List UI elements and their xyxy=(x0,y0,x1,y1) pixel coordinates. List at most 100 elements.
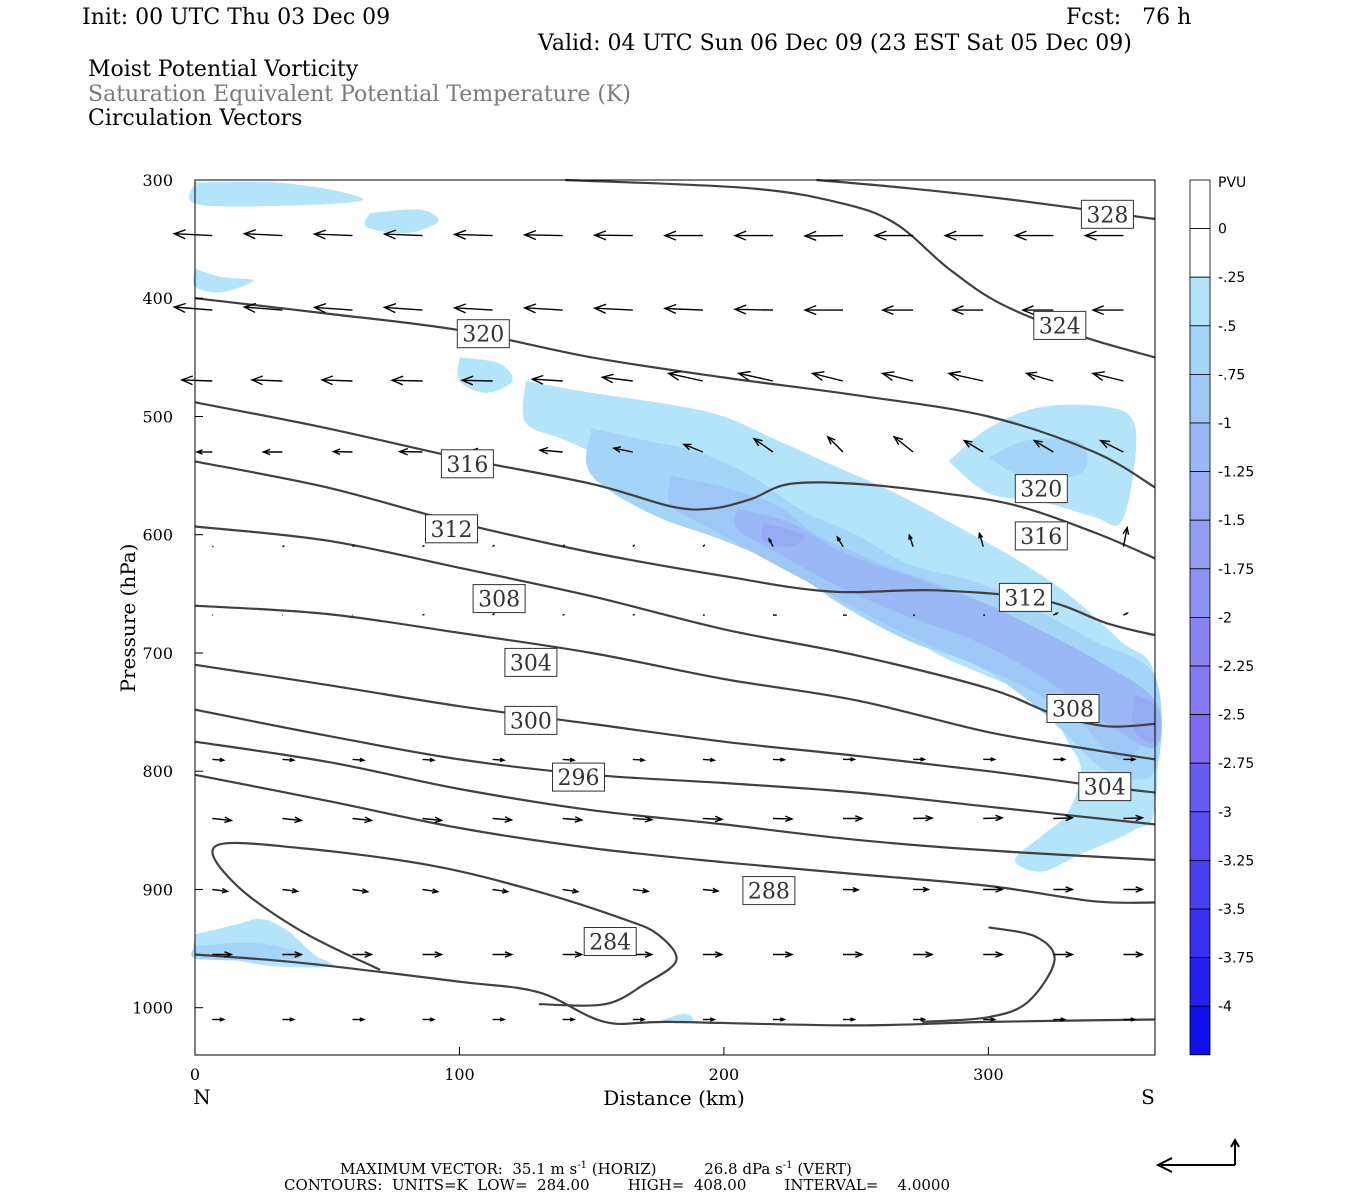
y-tick-label: 1000 xyxy=(132,999,173,1018)
colorbar-swatch xyxy=(1189,762,1211,813)
colorbar-tick-label: -2 xyxy=(1218,610,1232,626)
x-axis-end-south: S xyxy=(1141,1085,1155,1109)
vector-arrowhead xyxy=(995,814,1005,822)
pv-fill-layer xyxy=(189,181,1162,1023)
vector-arrowhead xyxy=(572,888,580,894)
contour-label: 304 xyxy=(1084,776,1126,801)
vector-arrowhead xyxy=(1083,230,1097,241)
vector-arrowhead xyxy=(962,439,973,448)
vector-arrowhead xyxy=(452,303,467,314)
circulation-vector xyxy=(948,372,984,382)
pv-patch xyxy=(364,209,439,234)
vector-arrowhead xyxy=(312,303,327,314)
colorbar-tick-label: -4 xyxy=(1218,999,1232,1015)
vector-arrowhead xyxy=(1055,612,1059,615)
vector-arrowhead xyxy=(289,757,296,763)
circulation-vector xyxy=(212,758,224,761)
vector-arrowhead xyxy=(1065,951,1075,958)
contour-label-box xyxy=(504,647,558,677)
contour-label: 284 xyxy=(589,931,631,956)
y-tick-label: 700 xyxy=(142,644,173,663)
circulation-vector xyxy=(562,613,565,616)
colorbar-swatch xyxy=(1189,471,1211,521)
contour-label: 324 xyxy=(1039,314,1081,339)
circulation-vector xyxy=(422,888,438,893)
circulation-vector xyxy=(562,888,579,893)
contour-label: 300 xyxy=(510,709,552,734)
contour-label-box xyxy=(1014,521,1068,551)
colorbar-swatch xyxy=(1189,373,1211,424)
vector-arrowhead xyxy=(600,373,614,384)
vector-arrowhead xyxy=(359,1017,366,1022)
y-tick-label: 500 xyxy=(142,407,173,426)
vector-arrowhead xyxy=(499,1017,506,1022)
vector-arrowhead xyxy=(361,888,370,894)
vector-arrowhead xyxy=(359,757,366,763)
circulation-vector xyxy=(702,817,722,820)
circulation-vector xyxy=(812,372,844,382)
vector-arrowhead xyxy=(666,370,681,381)
vector-arrowhead xyxy=(364,951,374,958)
colorbar-swatch xyxy=(1189,1005,1211,1056)
colorbar-swatch xyxy=(1189,228,1211,278)
contour-label: 320 xyxy=(462,323,504,348)
circulation-vector xyxy=(908,534,914,547)
colorbar-tick-label: 0 xyxy=(1218,222,1227,238)
circulation-vector xyxy=(524,307,563,311)
colorbar-tick-label: -2.5 xyxy=(1218,708,1245,724)
horiz-tag: (HORIZ) xyxy=(587,1160,657,1178)
vector-arrowhead xyxy=(1065,814,1075,822)
circulation-vector xyxy=(632,613,635,616)
vector-arrowhead xyxy=(639,757,647,763)
vector-arrowhead xyxy=(978,531,984,539)
vector-arrowhead xyxy=(1024,371,1038,381)
contour-label: 320 xyxy=(1020,478,1062,503)
circulation-vector xyxy=(314,233,353,237)
vector-arrowhead xyxy=(752,437,763,447)
circulation-vectors xyxy=(172,229,1145,1022)
circulation-vector xyxy=(963,439,984,453)
colorbar-swatch xyxy=(1189,908,1211,958)
pv-patch xyxy=(734,508,1162,749)
circulation-vector xyxy=(664,307,703,311)
vector-arrowhead xyxy=(736,370,751,381)
circulation-vector xyxy=(1053,817,1073,820)
vector-arrowhead xyxy=(947,370,961,381)
vector-arrowhead xyxy=(784,951,794,958)
circulation-vector xyxy=(532,378,563,382)
vector-arrowhead xyxy=(1135,814,1145,822)
y-tick-label: 300 xyxy=(142,171,173,190)
max-vector-line: MAXIMUM VECTOR: 35.1 m s-1 (HORIZ) 26.8 … xyxy=(340,1158,852,1177)
vector-arrowhead xyxy=(1013,230,1027,241)
vector-arrowhead xyxy=(768,537,773,543)
circulation-vector xyxy=(212,888,228,893)
circulation-vector xyxy=(462,379,493,382)
circulation-vector xyxy=(352,888,368,893)
contour-label: 316 xyxy=(446,453,488,478)
colorbar-swatch xyxy=(1189,617,1211,667)
colorbar-tick-label: -.75 xyxy=(1218,367,1245,383)
vector-arrowhead xyxy=(397,447,409,456)
contour-label: 312 xyxy=(431,518,473,543)
vector-arrowhead xyxy=(644,815,654,823)
vector-arrowhead xyxy=(291,887,300,894)
vector-arrowhead xyxy=(644,951,654,958)
circulation-vector xyxy=(562,817,582,821)
vector-arrowhead xyxy=(261,448,271,456)
vector-arrowhead xyxy=(642,887,650,894)
circulation-vector xyxy=(1122,527,1128,547)
circulation-vector xyxy=(1123,817,1143,820)
circulation-vector xyxy=(702,544,706,548)
vector-arrowhead xyxy=(714,951,724,958)
vector-arrowhead xyxy=(1091,305,1104,316)
vector-arrowhead xyxy=(663,303,677,315)
circulation-vector xyxy=(734,308,774,311)
vector-arrowhead xyxy=(434,951,444,958)
vector-arrowhead xyxy=(390,375,404,386)
colorbar-swatch xyxy=(1189,714,1211,764)
circulation-vector xyxy=(562,544,566,548)
colorbar-tick-label: -3 xyxy=(1218,805,1232,821)
vector-arrowhead xyxy=(873,230,887,241)
vector-arrowhead xyxy=(382,229,397,240)
vector-arrowhead xyxy=(382,303,397,314)
